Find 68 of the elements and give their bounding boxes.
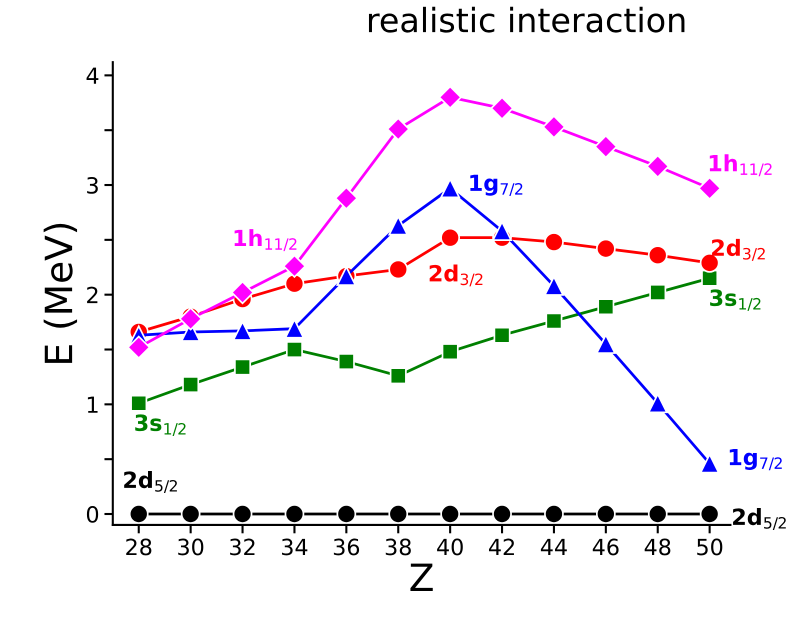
y-axis-title: E (MeV) xyxy=(44,224,78,363)
point xyxy=(490,96,514,120)
point xyxy=(336,504,356,524)
text: 1h$_{11/2}$ xyxy=(234,229,296,252)
point xyxy=(596,504,616,524)
text: 2d$_{5/2}$ xyxy=(124,471,177,493)
x-tick-label: 34 xyxy=(282,538,308,556)
x-tick-label: 48 xyxy=(644,538,670,556)
point xyxy=(544,504,564,524)
point xyxy=(179,307,202,330)
point xyxy=(440,504,460,524)
point xyxy=(127,336,150,359)
point xyxy=(596,238,616,258)
point xyxy=(388,504,408,524)
y-tick-label: 0 xyxy=(86,506,98,523)
x-tick-label: 50 xyxy=(697,538,722,556)
point xyxy=(594,135,618,158)
point xyxy=(492,504,512,524)
point xyxy=(334,186,358,210)
point xyxy=(388,260,408,280)
x-axis-title: Z xyxy=(410,564,433,591)
point xyxy=(232,504,252,524)
y-tick-label: 1 xyxy=(88,396,98,413)
point xyxy=(494,326,511,344)
point xyxy=(286,341,303,358)
text: 2d$_{3/2}$ xyxy=(430,264,482,286)
legend-label: 2d$_{5/2}$ xyxy=(733,508,786,530)
y-tick-label: 4 xyxy=(86,68,98,84)
series-label: 1g$_{7/2}$ xyxy=(470,174,522,196)
point xyxy=(698,176,722,200)
point xyxy=(284,274,304,294)
point xyxy=(438,86,462,109)
point xyxy=(180,504,201,524)
x-tick-label: 44 xyxy=(540,538,567,556)
point xyxy=(649,284,666,301)
point xyxy=(282,254,306,278)
x-tick-label: 32 xyxy=(230,538,254,556)
series-label: 2d$_{3/2}$ xyxy=(712,238,765,261)
x-tick-label: 30 xyxy=(178,538,204,556)
chart-title: realistic interaction xyxy=(368,6,684,33)
x-tick-label: 38 xyxy=(386,538,411,556)
point xyxy=(284,504,304,524)
y-tick-label: 2 xyxy=(87,286,98,304)
point xyxy=(545,312,562,330)
point xyxy=(234,358,252,376)
point xyxy=(701,270,718,287)
x-tick-label: 42 xyxy=(488,538,514,556)
point xyxy=(700,504,720,524)
point xyxy=(130,394,148,412)
text: 1g$_{7/2}$ xyxy=(730,448,782,470)
x-tick-label: 28 xyxy=(126,538,152,556)
point xyxy=(128,504,149,524)
x-tick-label: 36 xyxy=(334,538,360,556)
point xyxy=(597,298,614,316)
point xyxy=(442,343,459,360)
point xyxy=(648,245,668,266)
point xyxy=(544,232,564,252)
point xyxy=(440,228,460,248)
x-tick-label: 40 xyxy=(437,538,463,556)
point xyxy=(182,376,200,394)
series-label: 1h$_{11/2}$ xyxy=(710,154,772,176)
x-tick-label: 46 xyxy=(592,538,619,556)
point xyxy=(390,367,407,384)
series-label: 3s$_{1/2}$ xyxy=(135,414,186,436)
text: 3s$_{1/2}$ xyxy=(710,289,760,311)
point xyxy=(648,504,668,524)
point xyxy=(338,353,355,370)
y-tick-label: 3 xyxy=(87,176,98,194)
